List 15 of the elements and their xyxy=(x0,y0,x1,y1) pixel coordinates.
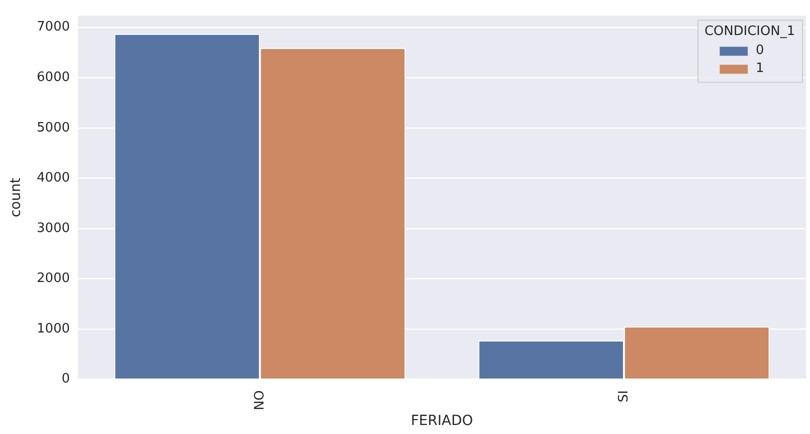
y-tick-label: 1000 xyxy=(36,321,70,336)
legend-label: 0 xyxy=(756,43,764,58)
y-tick-label: 0 xyxy=(62,372,70,387)
y-tick-label: 4000 xyxy=(36,170,70,186)
legend-title: CONDICION_1 xyxy=(704,24,796,40)
y-tick-label: 7000 xyxy=(36,20,70,35)
y-tick-label: 5000 xyxy=(36,120,70,136)
y-tick-label: 2000 xyxy=(36,271,70,286)
x-tick-label: SI xyxy=(616,390,632,402)
x-tick-label: NO xyxy=(252,390,268,410)
legend-label: 1 xyxy=(756,61,764,76)
y-axis-title: count xyxy=(8,177,24,218)
x-axis-title: FERIADO xyxy=(410,413,474,430)
y-tick-label: 3000 xyxy=(36,220,70,236)
y-tick-label: 6000 xyxy=(36,70,70,86)
